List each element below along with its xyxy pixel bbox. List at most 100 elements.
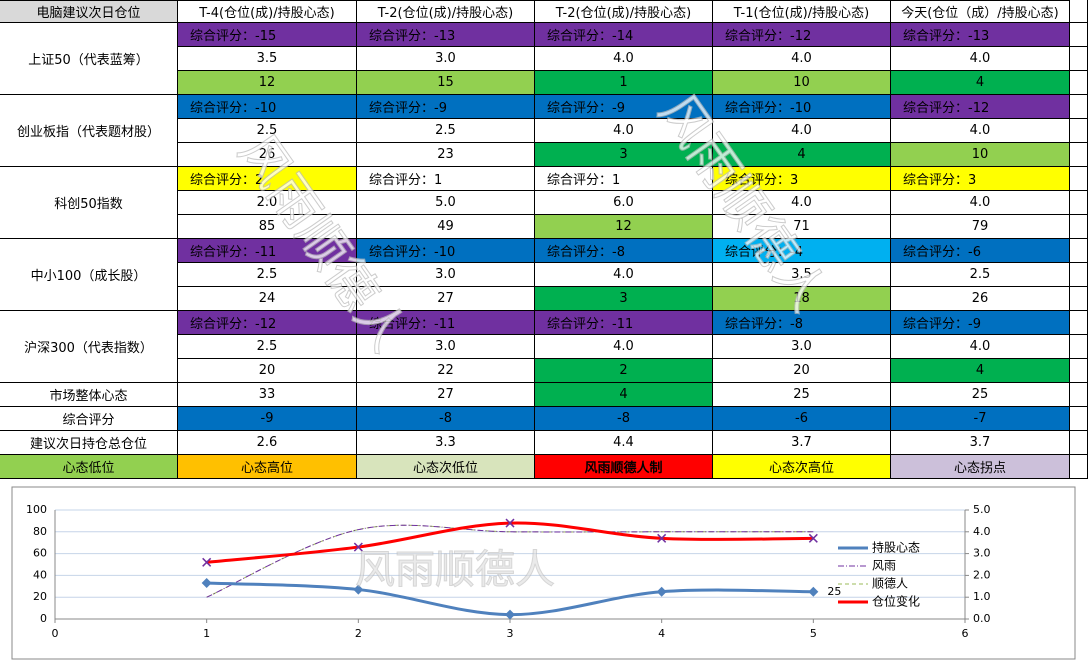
y2-tick-label: 4.0 (973, 525, 991, 538)
point-marker (808, 533, 818, 543)
value-cell: 2.5 (357, 119, 535, 143)
value-cell: 2.5 (891, 263, 1070, 287)
value-cell: 3.0 (357, 263, 535, 287)
value-cell: 2.6 (178, 431, 357, 455)
legend-cell: 心态次低位 (357, 455, 535, 479)
value-cell: 6.0 (535, 191, 713, 215)
value-cell: 26 (178, 143, 357, 167)
score-cell: 综合评分：-10 (713, 95, 891, 119)
value-cell: 2.5 (178, 263, 357, 287)
value-cell: 2 (535, 359, 713, 383)
value-cell: 18 (713, 287, 891, 311)
value-cell: 3.3 (357, 431, 535, 455)
legend-cell: 心态低位 (0, 455, 178, 479)
value-cell: 3.7 (713, 431, 891, 455)
watermark: 风雨顺德人 (355, 547, 555, 593)
value-cell: 4 (891, 359, 1070, 383)
row-label: 市场整体心态 (0, 383, 178, 407)
chart-frame (11, 486, 1076, 660)
x-tick-label: 4 (658, 627, 665, 640)
y-tick-label: 20 (33, 590, 47, 603)
score-cell: 综合评分：-9 (891, 311, 1070, 335)
value-cell: 4.0 (535, 335, 713, 359)
y-tick-label: 0 (40, 612, 47, 625)
header-cell: T-2(仓位(成)/持股心态) (535, 0, 713, 23)
value-cell: 79 (891, 215, 1070, 239)
point-marker (201, 578, 212, 589)
header-cell: T-2(仓位(成)/持股心态) (357, 0, 535, 23)
value-cell: 2.5 (178, 335, 357, 359)
legend-cell: 心态次高位 (713, 455, 891, 479)
value-cell: 4.0 (535, 119, 713, 143)
legend-cell: 心态拐点 (891, 455, 1070, 479)
value-cell: 4.0 (713, 191, 891, 215)
y-tick-label: 60 (33, 547, 47, 560)
score-cell: 综合评分：-9 (357, 95, 535, 119)
x-tick-label: 6 (962, 627, 969, 640)
x-tick-label: 2 (355, 627, 362, 640)
score-cell: 综合评分：-12 (713, 23, 891, 47)
value-cell: 1 (535, 71, 713, 95)
group-label: 创业板指（代表题材股） (0, 95, 178, 167)
value-cell: 10 (891, 143, 1070, 167)
value-cell: 2.5 (178, 119, 357, 143)
value-cell: 4.0 (891, 191, 1070, 215)
value-cell: 15 (357, 71, 535, 95)
value-cell: 4 (713, 143, 891, 167)
value-cell: -7 (891, 407, 1070, 431)
value-cell: 3.5 (178, 47, 357, 71)
y2-tick-label: 0.0 (973, 612, 991, 625)
score-cell: 综合评分：1 (357, 167, 535, 191)
value-cell: -8 (357, 407, 535, 431)
score-cell: 综合评分：-10 (357, 239, 535, 263)
value-cell: 33 (178, 383, 357, 407)
group-label: 中小100（成长股） (0, 239, 178, 311)
legend-label: 持股心态 (872, 540, 920, 555)
score-cell: 综合评分：-8 (535, 239, 713, 263)
y2-tick-label: 2.0 (973, 568, 991, 581)
score-cell: 综合评分：3 (713, 167, 891, 191)
score-cell: 综合评分：-10 (178, 95, 357, 119)
point-marker (505, 609, 515, 620)
value-cell: 26 (891, 287, 1070, 311)
legend-label: 仓位变化 (872, 594, 920, 609)
series-line (206, 524, 814, 598)
legend-cell: 风雨顺德人制 (535, 455, 713, 479)
value-cell: 25 (713, 383, 891, 407)
x-tick-label: 3 (507, 627, 514, 640)
header-cell: T-4(仓位(成)/持股心态) (178, 0, 357, 23)
point-marker (353, 584, 364, 595)
value-cell: 23 (357, 143, 535, 167)
value-cell: 4.0 (891, 47, 1070, 71)
watermark: 风雨顺德人 (227, 124, 418, 362)
point-marker (202, 557, 212, 567)
value-cell: -6 (713, 407, 891, 431)
value-cell: 85 (178, 215, 357, 239)
score-cell: 综合评分：-11 (178, 239, 357, 263)
legend-label: 风雨 (872, 559, 896, 573)
y-tick-label: 80 (33, 525, 47, 538)
score-cell: 综合评分：-15 (178, 23, 357, 47)
row-label: 综合评分 (0, 407, 178, 431)
point-marker (808, 586, 819, 597)
y2-tick-label: 5.0 (973, 503, 991, 516)
group-label: 科创50指数 (0, 167, 178, 239)
value-cell: 3.5 (713, 263, 891, 287)
x-tick-label: 1 (203, 627, 210, 640)
value-cell: 3.0 (357, 335, 535, 359)
value-cell: 27 (357, 383, 535, 407)
value-cell: 4 (535, 383, 713, 407)
legend-label: 顺德人 (872, 576, 908, 591)
score-cell: 综合评分：1 (535, 167, 713, 191)
value-cell: 25 (891, 383, 1070, 407)
value-cell: 3 (535, 143, 713, 167)
value-cell: 20 (713, 359, 891, 383)
score-cell: 综合评分：3 (891, 167, 1070, 191)
y2-tick-label: 3.0 (973, 547, 991, 560)
value-cell: 4.0 (891, 335, 1070, 359)
score-cell: 综合评分：-4 (713, 239, 891, 263)
value-cell: -9 (178, 407, 357, 431)
value-cell: 3 (535, 287, 713, 311)
